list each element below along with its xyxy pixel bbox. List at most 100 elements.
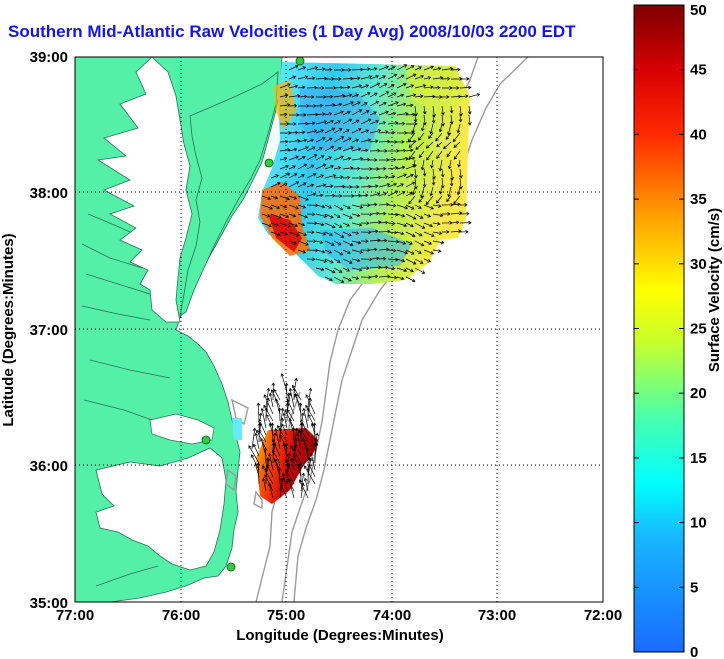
velocity-arrow bbox=[405, 73, 417, 80]
velocity-arrow bbox=[405, 84, 415, 89]
velocity-arrow bbox=[342, 249, 351, 254]
velocity-arrow bbox=[306, 146, 316, 152]
velocity-arrow bbox=[296, 432, 302, 450]
velocity-arrow bbox=[378, 139, 391, 144]
velocity-arrow bbox=[423, 231, 435, 237]
velocity-arrow bbox=[307, 95, 315, 99]
velocity-arrow bbox=[369, 211, 380, 216]
velocity-arrow bbox=[396, 83, 407, 89]
velocity-arrow bbox=[315, 258, 328, 263]
y-tick-label: 38:00 bbox=[30, 185, 68, 202]
colorbar-tick-label: 45 bbox=[690, 62, 707, 79]
velocity-arrow bbox=[285, 462, 290, 485]
velocity-arrow bbox=[288, 155, 300, 161]
velocity-arrow bbox=[360, 239, 369, 244]
velocity-arrow bbox=[315, 183, 327, 188]
pamlico-sound bbox=[95, 447, 227, 571]
velocity-arrow bbox=[396, 140, 405, 144]
chesapeake-bay bbox=[96, 57, 193, 323]
velocity-arrow bbox=[360, 118, 372, 125]
velocity-arrow bbox=[342, 156, 352, 161]
velocity-arrow bbox=[405, 103, 414, 108]
velocity-arrow bbox=[268, 392, 274, 408]
velocity-arrow bbox=[360, 75, 373, 80]
velocity-arrow bbox=[450, 220, 460, 225]
velocity-arrow bbox=[378, 202, 390, 207]
colorbar: 0 5 10 15 20 25 30 35 40 45 50 Surface Velocity (c… bbox=[633, 2, 723, 659]
velocity-arrow bbox=[369, 148, 381, 153]
velocity-arrow bbox=[405, 192, 413, 197]
velocity-arrow bbox=[387, 92, 397, 98]
velocity-arrow bbox=[351, 147, 362, 152]
velocity-arrow bbox=[432, 221, 441, 226]
velocity-arrow bbox=[369, 192, 381, 197]
velocity-arrow bbox=[449, 105, 454, 114]
velocity-arrow bbox=[288, 222, 299, 228]
velocity-arrow bbox=[436, 150, 443, 159]
velocity-arrow bbox=[432, 85, 441, 90]
velocity-arrow bbox=[297, 94, 308, 99]
velocity-arrow bbox=[378, 166, 387, 171]
velocity-arrow bbox=[298, 479, 309, 499]
velocity-arrow bbox=[378, 274, 391, 279]
velocity-arrow bbox=[290, 457, 295, 471]
colorbar-tick-label: 0 bbox=[690, 644, 698, 659]
velocity-arrow bbox=[459, 85, 472, 90]
velocity-arrow bbox=[387, 73, 398, 80]
velocity-arrow bbox=[324, 222, 336, 229]
velocity-arrow bbox=[271, 442, 276, 464]
velocity-arrow bbox=[284, 382, 289, 401]
velocity-arrow bbox=[396, 121, 406, 126]
velocity-arrow bbox=[333, 240, 342, 246]
velocity-arrow bbox=[263, 447, 268, 464]
velocity-arrow bbox=[288, 240, 298, 245]
velocity-arrow bbox=[418, 132, 425, 141]
velocity-arrow bbox=[324, 213, 334, 219]
velocity-arrow bbox=[453, 141, 461, 148]
velocity-arrow bbox=[414, 84, 427, 89]
velocity-arrow bbox=[414, 213, 424, 219]
velocity-arrow bbox=[252, 443, 260, 457]
velocity-arrow bbox=[378, 229, 391, 234]
velocity-arrow bbox=[288, 387, 295, 408]
velocity-arrow bbox=[387, 65, 396, 71]
velocity-arrow bbox=[378, 83, 388, 89]
velocity-arrow bbox=[342, 110, 351, 116]
velocity-arrow bbox=[429, 186, 434, 197]
velocity-arrow bbox=[378, 183, 391, 188]
velocity-arrow bbox=[305, 404, 316, 422]
velocity-arrow bbox=[297, 182, 307, 188]
x-tick-label: 77:00 bbox=[56, 607, 94, 624]
velocity-arrow bbox=[333, 184, 346, 189]
velocity-arrow bbox=[306, 138, 315, 143]
velocity-arrow bbox=[422, 105, 427, 115]
velocity-arrow bbox=[369, 184, 379, 188]
velocity-arrow bbox=[333, 175, 344, 179]
velocity-arrow bbox=[387, 257, 399, 262]
velocity-arrow bbox=[297, 163, 308, 170]
velocity-arrow bbox=[396, 276, 405, 281]
velocity-arrow bbox=[405, 65, 415, 71]
velocity-arrow bbox=[351, 84, 363, 89]
velocity-arrow bbox=[315, 137, 326, 143]
velocity-arrow bbox=[297, 66, 307, 71]
velocity-arrow bbox=[445, 132, 452, 140]
velocity-arrow bbox=[450, 202, 461, 207]
velocity-arrow bbox=[360, 230, 372, 235]
velocity-arrow bbox=[342, 146, 354, 152]
velocity-arrow bbox=[453, 150, 461, 160]
colorbar-tick-label: 35 bbox=[690, 191, 707, 208]
velocity-arrow bbox=[288, 103, 298, 108]
velocity-arrow bbox=[360, 92, 371, 98]
velocity-arrow bbox=[378, 211, 387, 216]
velocity-arrow bbox=[288, 65, 299, 71]
velocity-arrow bbox=[423, 222, 434, 228]
velocity-arrow bbox=[254, 432, 260, 450]
velocity-arrow bbox=[369, 274, 379, 279]
velocity-arrow bbox=[405, 173, 414, 179]
velocity-arrow bbox=[369, 67, 378, 71]
velocity-arrow bbox=[288, 130, 299, 135]
velocity-arrow bbox=[324, 145, 335, 152]
velocity-arrow bbox=[279, 112, 288, 117]
velocity-arrow bbox=[270, 422, 275, 443]
